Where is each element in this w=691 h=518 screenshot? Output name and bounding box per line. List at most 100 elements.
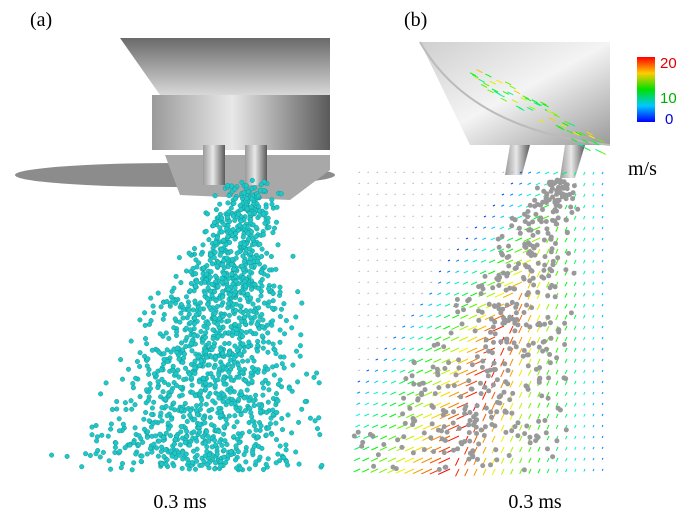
vector	[564, 336, 568, 342]
droplet	[441, 424, 447, 430]
droplet	[140, 439, 146, 445]
vector	[583, 237, 586, 242]
vector	[391, 358, 397, 362]
droplet	[266, 387, 272, 393]
vector	[555, 380, 559, 386]
droplet	[162, 396, 168, 402]
droplet	[496, 273, 502, 278]
droplet	[208, 252, 214, 258]
droplet	[491, 303, 497, 309]
droplet	[191, 429, 197, 435]
droplet	[224, 225, 230, 231]
droplet	[157, 431, 163, 437]
vector	[439, 259, 442, 262]
vector	[463, 270, 469, 274]
vector	[583, 303, 586, 308]
vector	[461, 292, 469, 297]
droplet	[226, 413, 232, 419]
vector	[526, 107, 534, 111]
vector	[367, 292, 370, 295]
droplet	[496, 306, 502, 312]
vector	[429, 292, 433, 295]
droplet	[302, 399, 308, 405]
vector	[447, 413, 460, 420]
droplet	[514, 317, 520, 322]
vector	[385, 182, 388, 185]
droplet	[297, 353, 303, 359]
droplet	[186, 311, 192, 317]
vector	[506, 248, 514, 253]
vector	[574, 391, 577, 396]
vector	[583, 446, 586, 450]
droplet	[543, 200, 549, 205]
droplet	[159, 461, 165, 467]
droplet	[273, 420, 279, 426]
droplet	[130, 381, 136, 387]
droplet	[482, 424, 488, 430]
vector	[518, 182, 523, 185]
droplet	[234, 331, 240, 337]
droplet	[504, 339, 510, 345]
vector	[601, 270, 604, 274]
droplet	[500, 270, 506, 276]
droplet	[237, 344, 243, 350]
vector	[423, 391, 433, 397]
droplet	[442, 464, 448, 470]
vector	[358, 204, 361, 207]
droplet	[168, 448, 174, 454]
vector	[573, 226, 577, 231]
vector	[381, 402, 388, 406]
droplet	[178, 424, 184, 430]
droplet	[151, 371, 157, 377]
vector	[583, 424, 586, 428]
vector	[498, 93, 505, 98]
droplet	[467, 410, 473, 415]
droplet	[486, 348, 492, 354]
vector	[601, 292, 604, 296]
vector	[592, 270, 595, 275]
droplet	[243, 459, 249, 465]
vector	[536, 281, 541, 289]
droplet	[203, 348, 209, 354]
vector	[364, 413, 370, 417]
vector	[548, 117, 556, 122]
droplet	[435, 372, 441, 378]
droplet	[127, 442, 133, 448]
droplet	[274, 437, 280, 443]
vector	[379, 435, 388, 440]
droplet	[290, 362, 296, 368]
droplet	[540, 207, 545, 213]
vector	[577, 142, 585, 147]
droplet	[158, 449, 164, 455]
vector	[518, 193, 523, 197]
vector	[394, 270, 397, 273]
vector	[536, 336, 541, 343]
droplet	[479, 364, 485, 370]
droplet	[192, 466, 198, 472]
vector	[356, 402, 361, 406]
droplet	[550, 454, 556, 460]
vector	[519, 435, 523, 442]
droplet	[239, 179, 245, 185]
vector	[401, 336, 406, 339]
vector	[403, 193, 406, 196]
vector	[471, 270, 478, 274]
vector	[421, 457, 433, 464]
droplet	[227, 292, 233, 298]
droplet	[231, 424, 237, 430]
vector	[601, 259, 604, 263]
droplet	[400, 411, 406, 417]
droplet	[395, 437, 401, 443]
droplet	[144, 434, 150, 440]
vector	[500, 369, 505, 378]
droplet	[520, 353, 526, 359]
droplet	[240, 333, 246, 339]
droplet	[212, 466, 218, 472]
droplet	[236, 396, 242, 402]
droplet	[199, 397, 205, 403]
droplet	[217, 201, 223, 207]
vector	[420, 292, 424, 295]
vector	[527, 314, 532, 322]
droplet	[480, 463, 486, 469]
vector	[500, 435, 505, 443]
